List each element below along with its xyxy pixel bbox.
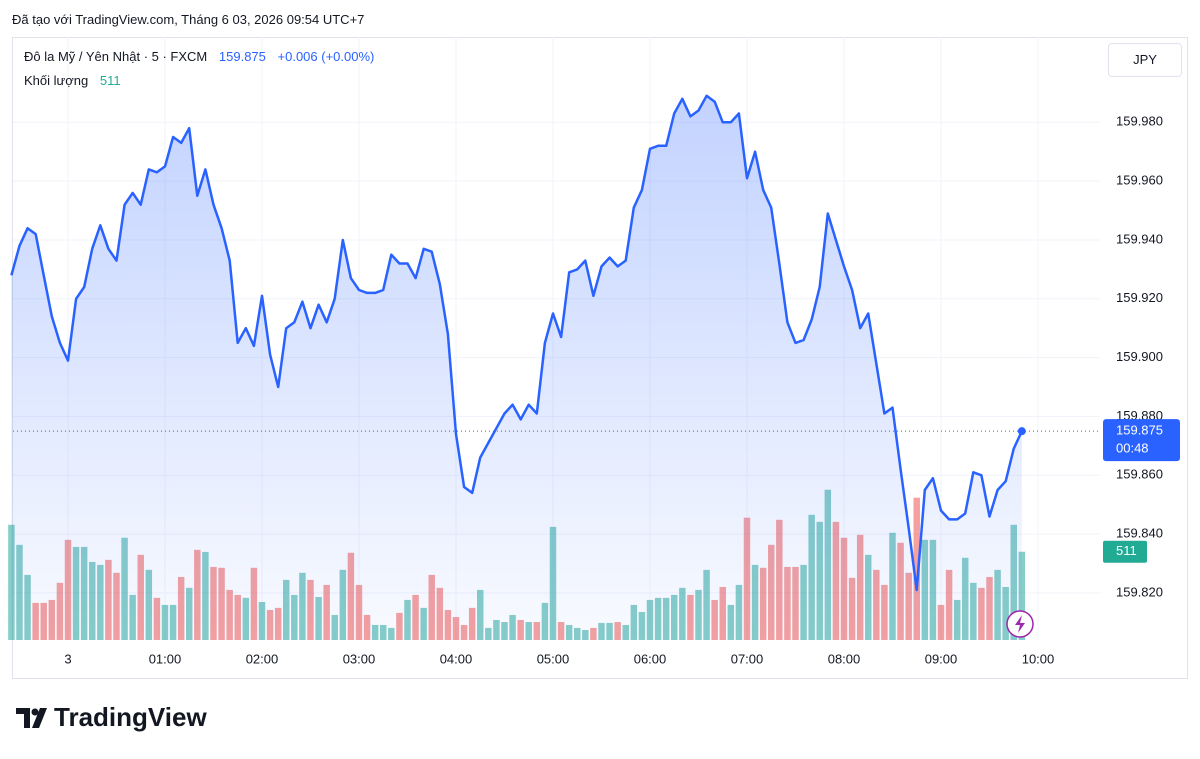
price-line (10, 94, 1023, 592)
x-tick-label: 09:00 (925, 651, 958, 666)
x-tick-label: 10:00 (1022, 651, 1055, 666)
volume-bar (1018, 551, 1026, 640)
volume-title: Khối lượng (24, 73, 89, 88)
legend-price: 159.875 (218, 49, 266, 64)
y-tick-label: 159.940 (1116, 231, 1163, 246)
y-tick-label: 159.880 (1116, 408, 1163, 423)
x-tick-label: 01:00 (149, 651, 182, 666)
lightning-icon (1006, 610, 1034, 638)
created-note: Đã tạo với TradingView.com, Tháng 6 03, … (12, 12, 365, 27)
price-countdown: 00:48 (1116, 441, 1149, 456)
x-tick-label: 08:00 (828, 651, 861, 666)
y-tick-label: 159.860 (1116, 467, 1163, 482)
symbol-title: Đô la Mỹ / Yên Nhật · 5 · FXCM (24, 49, 208, 64)
x-tick-label: 02:00 (246, 651, 279, 666)
price-tag-value: 159.875 (1116, 423, 1163, 438)
volume-tag-value: 511 (1116, 543, 1137, 558)
last-point (1017, 427, 1026, 436)
y-tick-label: 159.980 (1116, 114, 1163, 129)
y-tick-label: 159.920 (1116, 290, 1163, 305)
x-tick-label: 05:00 (537, 651, 570, 666)
volume-bar (913, 497, 920, 640)
legend-change: +0.006 (+0.00%) (277, 49, 375, 64)
currency-button[interactable]: JPY (1108, 43, 1182, 77)
y-tick-label: 159.960 (1116, 173, 1163, 188)
price-area (11, 95, 1022, 641)
y-tick-label: 159.820 (1116, 584, 1163, 599)
volume-tag (1103, 540, 1147, 563)
x-tick-label: 06:00 (634, 651, 667, 666)
x-tick-label: 03:00 (343, 651, 376, 666)
volume-legend-value: 511 (99, 73, 121, 88)
y-tick-label: 159.900 (1116, 349, 1163, 364)
logo-text: TradingView (54, 702, 207, 732)
x-tick-label: 3 (64, 651, 71, 666)
volume-legend: Khối lượng 511 (24, 73, 121, 88)
legend-row: Đô la Mỹ / Yên Nhật · 5 · FXCM 159.875 +… (24, 49, 374, 64)
logo-icon (16, 708, 47, 728)
x-tick-label: 04:00 (440, 651, 473, 666)
x-tick-label: 07:00 (731, 651, 764, 666)
price-tag (1103, 419, 1180, 462)
y-tick-label: 159.840 (1116, 526, 1163, 541)
